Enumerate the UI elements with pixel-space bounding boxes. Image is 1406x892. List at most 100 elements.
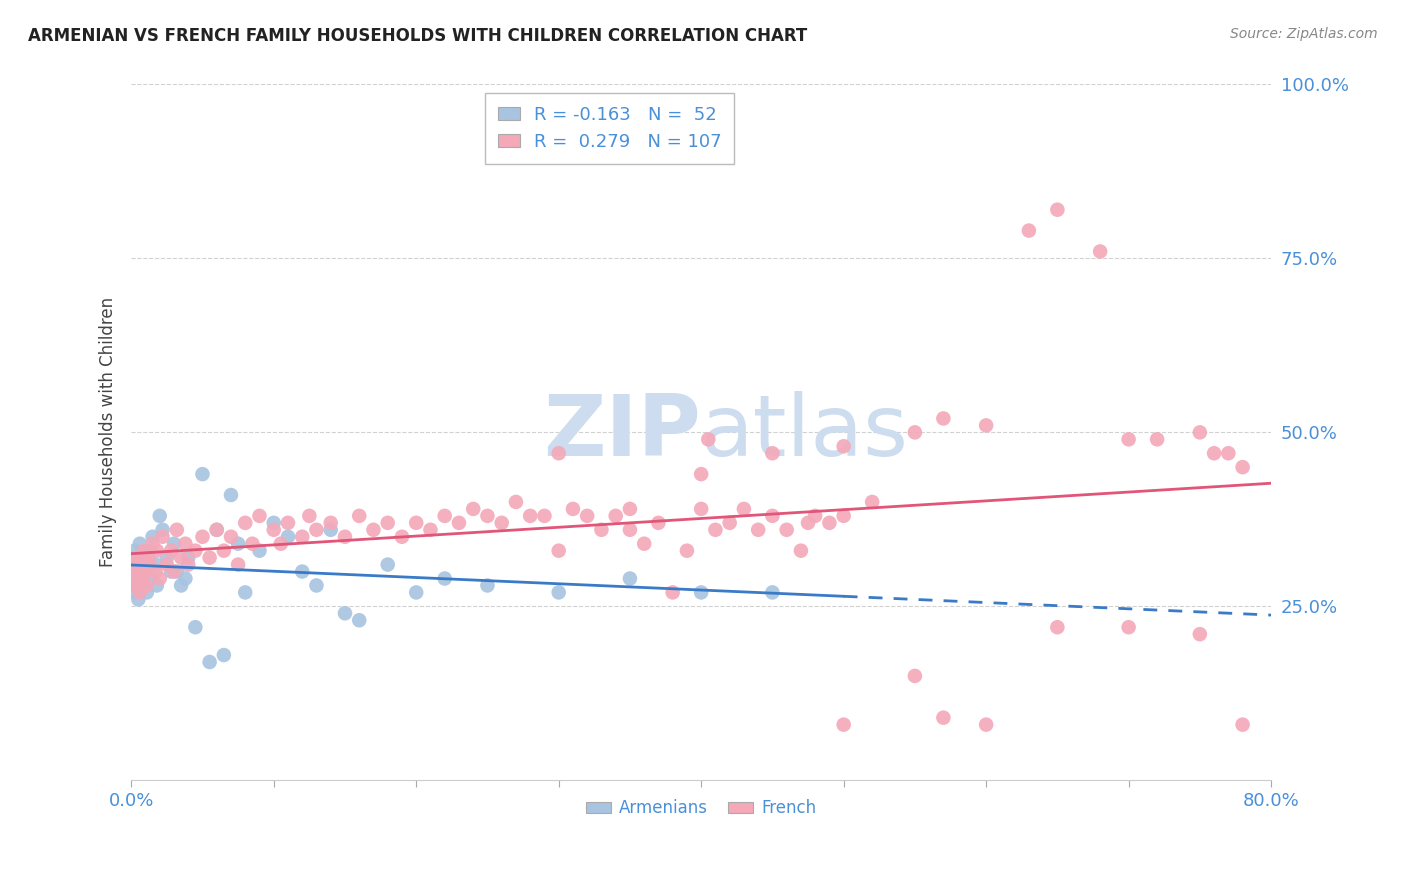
Point: [832, 439, 855, 453]
Point: [131, 572, 153, 586]
Point: [391, 530, 413, 544]
Point: [690, 502, 713, 516]
Point: [226, 558, 249, 572]
Point: [761, 446, 783, 460]
Point: [129, 558, 152, 572]
Text: ZIP: ZIP: [544, 391, 702, 474]
Point: [240, 537, 263, 551]
Point: [205, 523, 228, 537]
Point: [121, 568, 143, 582]
Point: [198, 550, 221, 565]
Point: [170, 550, 193, 565]
Point: [134, 565, 156, 579]
Point: [832, 717, 855, 731]
Point: [233, 585, 256, 599]
Point: [125, 565, 148, 579]
Point: [156, 550, 179, 565]
Point: [1218, 446, 1240, 460]
Point: [433, 572, 456, 586]
Point: [177, 550, 200, 565]
Point: [249, 508, 271, 523]
Point: [122, 558, 145, 572]
Point: [547, 446, 569, 460]
Point: [142, 530, 165, 544]
Point: [377, 558, 399, 572]
Point: [277, 530, 299, 544]
Point: [697, 433, 720, 447]
Point: [305, 523, 328, 537]
Point: [163, 537, 186, 551]
Point: [127, 592, 149, 607]
Point: [305, 578, 328, 592]
Point: [519, 508, 541, 523]
Point: [804, 508, 827, 523]
Point: [263, 523, 285, 537]
Point: [145, 565, 167, 579]
Point: [135, 578, 157, 592]
Point: [1046, 202, 1069, 217]
Point: [160, 565, 183, 579]
Point: [122, 558, 145, 572]
Point: [319, 516, 342, 530]
Point: [1118, 433, 1140, 447]
Point: [832, 508, 855, 523]
Point: [447, 516, 470, 530]
Point: [166, 523, 188, 537]
Point: [277, 516, 299, 530]
Point: [633, 537, 655, 551]
Point: [139, 572, 162, 586]
Point: [1046, 620, 1069, 634]
Point: [146, 543, 169, 558]
Point: [124, 543, 146, 558]
Point: [170, 578, 193, 592]
Point: [661, 585, 683, 599]
Point: [405, 516, 427, 530]
Point: [347, 613, 370, 627]
Point: [974, 717, 997, 731]
Point: [704, 523, 727, 537]
Y-axis label: Family Households with Children: Family Households with Children: [100, 297, 117, 567]
Point: [142, 537, 165, 551]
Point: [291, 565, 314, 579]
Point: [547, 543, 569, 558]
Point: [647, 516, 669, 530]
Point: [125, 550, 148, 565]
Point: [591, 523, 613, 537]
Point: [138, 550, 160, 565]
Point: [263, 516, 285, 530]
Point: [291, 530, 314, 544]
Point: [149, 572, 172, 586]
Point: [477, 508, 499, 523]
Text: atlas: atlas: [702, 391, 910, 474]
Point: [1188, 627, 1211, 641]
Point: [1232, 717, 1254, 731]
Point: [319, 523, 342, 537]
Point: [419, 523, 441, 537]
Point: [1118, 620, 1140, 634]
Point: [152, 530, 174, 544]
Point: [132, 543, 155, 558]
Point: [676, 543, 699, 558]
Point: [174, 537, 197, 551]
Point: [363, 523, 385, 537]
Point: [122, 578, 145, 592]
Point: [347, 508, 370, 523]
Point: [132, 574, 155, 589]
Point: [605, 508, 627, 523]
Point: [1204, 446, 1226, 460]
Point: [156, 558, 179, 572]
Point: [121, 572, 143, 586]
Point: [124, 585, 146, 599]
Point: [1232, 460, 1254, 475]
Point: [131, 558, 153, 572]
Point: [177, 558, 200, 572]
Point: [619, 502, 641, 516]
Point: [576, 508, 599, 523]
Point: [219, 530, 242, 544]
Point: [377, 516, 399, 530]
Text: ARMENIAN VS FRENCH FAMILY HOUSEHOLDS WITH CHILDREN CORRELATION CHART: ARMENIAN VS FRENCH FAMILY HOUSEHOLDS WIT…: [28, 27, 807, 45]
Point: [233, 516, 256, 530]
Point: [163, 565, 186, 579]
Point: [270, 537, 292, 551]
Point: [761, 585, 783, 599]
